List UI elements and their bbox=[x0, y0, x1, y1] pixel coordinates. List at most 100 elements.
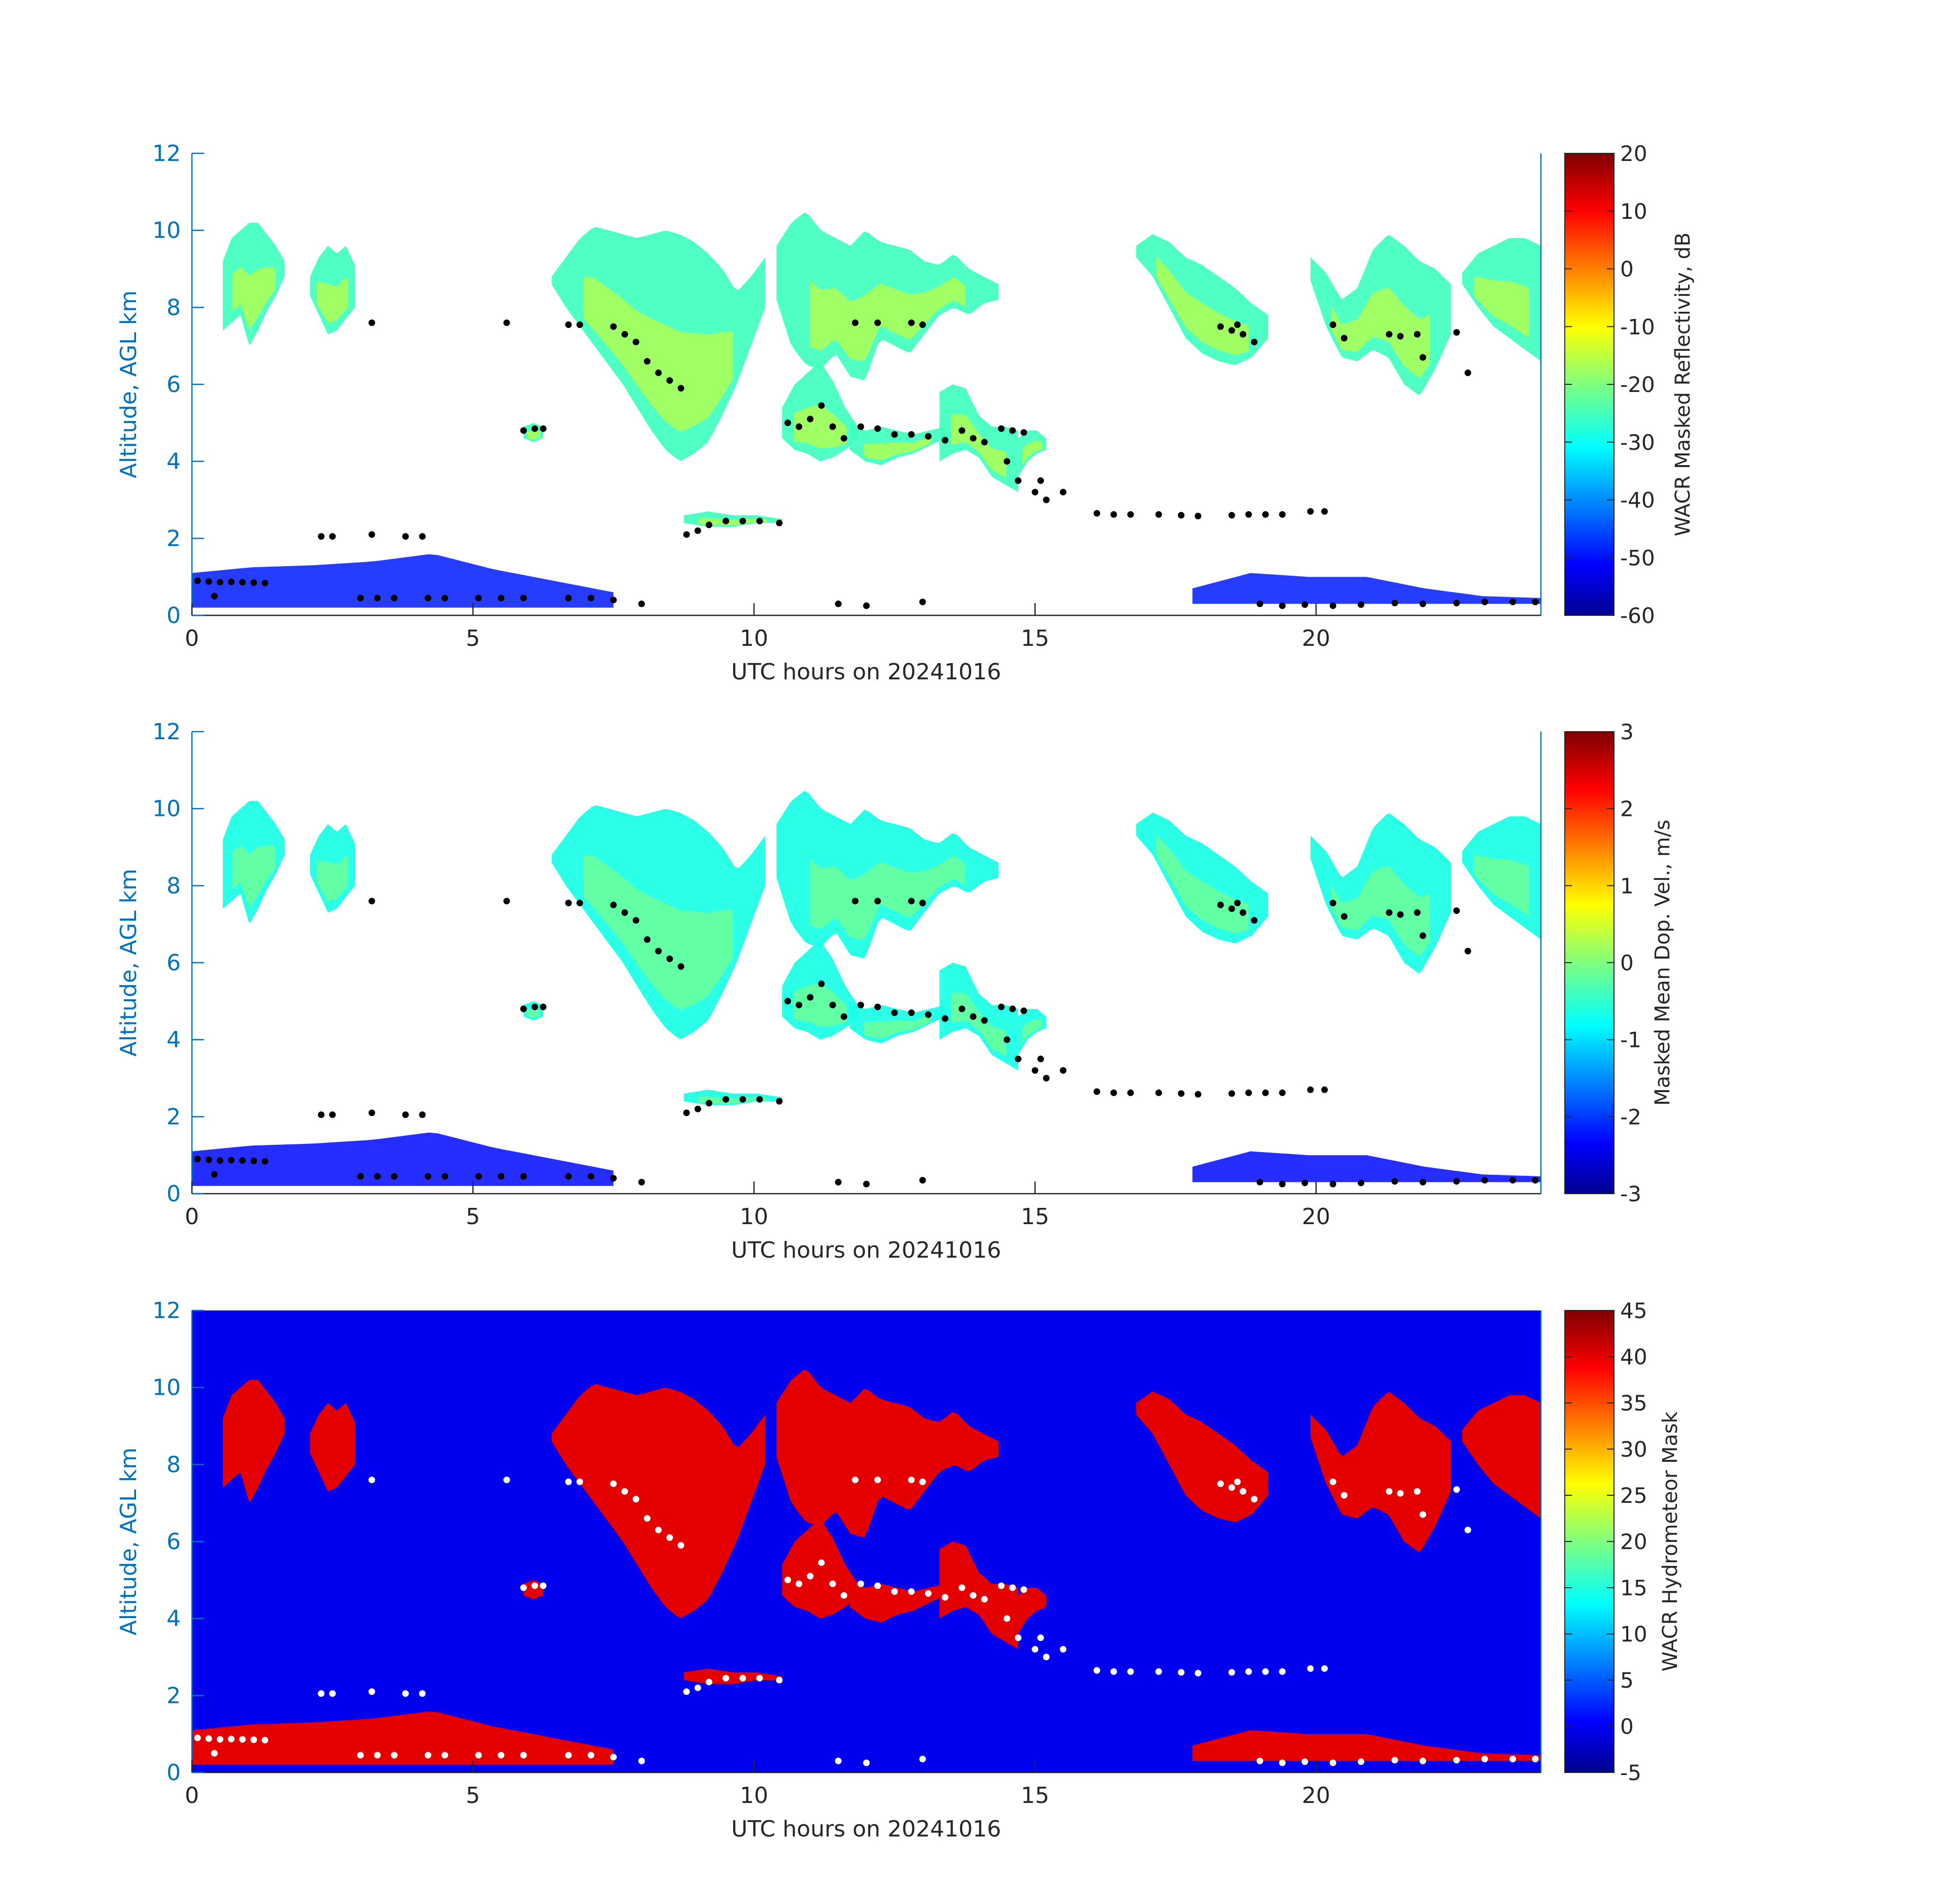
cloud-base-point bbox=[970, 1592, 977, 1599]
cloud-base-point bbox=[683, 1688, 690, 1695]
cloud-base-point bbox=[1279, 602, 1286, 609]
y-tick-label: 10 bbox=[152, 218, 181, 244]
cloud-base-point bbox=[1228, 512, 1235, 519]
cloud-base-point bbox=[1532, 1756, 1539, 1762]
cloud-base-point bbox=[1178, 1669, 1184, 1676]
cloud-base-point bbox=[205, 1156, 212, 1163]
cloud-base-point bbox=[1420, 1757, 1426, 1764]
colorbar-tick-label: 2 bbox=[1620, 797, 1634, 822]
cloud-base-point bbox=[205, 578, 212, 585]
cloud-base-point bbox=[739, 1096, 746, 1103]
y-tick-label: 6 bbox=[167, 372, 181, 398]
cloud-base-point bbox=[1453, 600, 1460, 607]
cloud-base-point bbox=[857, 423, 864, 430]
cloud-base-point bbox=[677, 385, 684, 392]
cloud-base-point bbox=[576, 1479, 583, 1485]
cloud-base-point bbox=[1420, 354, 1426, 361]
cloud-base-point bbox=[1329, 321, 1336, 328]
cloud-base-point bbox=[1279, 1759, 1286, 1766]
cloud-base-point bbox=[1279, 511, 1286, 518]
cloud-echo bbox=[310, 1403, 355, 1491]
cloud-base-point bbox=[475, 1752, 482, 1759]
cloud-base-point bbox=[587, 595, 595, 602]
cloud-base-point bbox=[610, 1480, 617, 1487]
cloud-base-point bbox=[1453, 907, 1460, 914]
cloud-base-point bbox=[1481, 599, 1488, 605]
colorbar-ticks: 20 10 0 -10 -20 -30 -40 -50 -60 bbox=[1565, 141, 1655, 628]
cloud-base-point bbox=[683, 531, 690, 538]
cloud-base-point bbox=[998, 1003, 1005, 1010]
cloud-base-point bbox=[1321, 508, 1328, 515]
cloud-base-point bbox=[1250, 339, 1258, 346]
cloud-base-point bbox=[1234, 1479, 1241, 1485]
colorbar-reflectivity bbox=[1564, 153, 1615, 616]
cloud-base-point bbox=[829, 1001, 836, 1008]
cloud-base-point bbox=[1228, 327, 1235, 334]
cloud-base-point bbox=[1329, 1180, 1336, 1188]
cloud-base-point bbox=[857, 1001, 864, 1008]
cloud-base-point bbox=[638, 600, 645, 607]
cloud-echo bbox=[1310, 1392, 1451, 1553]
cloud-base-point bbox=[1037, 477, 1044, 484]
cloud-base-point bbox=[835, 600, 842, 607]
cloud-base-point bbox=[756, 517, 763, 524]
cloud-base-point bbox=[1228, 1484, 1235, 1491]
cloud-base-point bbox=[1228, 1090, 1235, 1097]
cloud-base-point bbox=[1279, 1089, 1286, 1096]
cloud-base-point bbox=[1060, 1067, 1067, 1074]
cloud-base-point bbox=[1178, 1090, 1184, 1097]
low-cloud-echo bbox=[192, 1711, 614, 1765]
cloud-base-point bbox=[565, 1752, 572, 1759]
cloud-base-point bbox=[784, 1577, 791, 1584]
cloud-base-point bbox=[1178, 512, 1184, 519]
cloud-base-point bbox=[1239, 331, 1246, 338]
cloud-base-point bbox=[835, 1178, 842, 1186]
colorbar-tick-label: 30 bbox=[1620, 1437, 1647, 1462]
cloud-base-point bbox=[1321, 1665, 1328, 1672]
cloud-base-point bbox=[250, 1158, 257, 1164]
low-cloud-echo bbox=[1192, 1151, 1541, 1183]
x-tick-label: 15 bbox=[1021, 626, 1049, 651]
x-tick-label: 5 bbox=[466, 1783, 480, 1809]
cloud-base-point bbox=[1262, 511, 1269, 518]
cloud-base-point bbox=[1509, 1756, 1517, 1762]
cloud-base-point bbox=[228, 578, 235, 585]
y-tick-label: 0 bbox=[167, 1181, 181, 1207]
cloud-echo-core bbox=[1474, 276, 1529, 338]
cloud-base-point bbox=[329, 1111, 336, 1118]
cloud-base-point bbox=[1341, 335, 1347, 342]
cloud-base-point bbox=[250, 1736, 257, 1743]
cloud-base-point bbox=[1358, 601, 1365, 608]
cloud-base-point bbox=[874, 425, 881, 432]
cloud-base-point bbox=[706, 1679, 712, 1686]
cloud-base-point bbox=[644, 936, 651, 943]
cloud-base-point bbox=[1043, 1654, 1050, 1660]
cloud-base-point bbox=[756, 1675, 763, 1682]
cloud-base-point bbox=[1262, 1668, 1269, 1675]
cloud-base-point bbox=[1509, 1177, 1517, 1184]
cloud-base-point bbox=[391, 595, 398, 602]
cloud-base-point bbox=[520, 1173, 527, 1180]
cloud-base-point bbox=[1262, 1089, 1269, 1096]
y-tick-label: 4 bbox=[167, 1027, 181, 1053]
x-tick-label: 15 bbox=[1021, 1783, 1049, 1809]
cloud-echo-core bbox=[864, 1015, 931, 1039]
cloud-base-point bbox=[1043, 497, 1050, 503]
cloud-base-point bbox=[610, 901, 617, 908]
cloud-base-point bbox=[1009, 427, 1016, 434]
cloud-base-point bbox=[1217, 323, 1224, 330]
cloud-base-point bbox=[694, 1105, 701, 1112]
cloud-base-point bbox=[441, 1173, 448, 1180]
cloud-base-point bbox=[655, 1526, 662, 1533]
cloud-base-point bbox=[784, 998, 791, 1005]
y-axis-label: Altitude, AGL km bbox=[116, 290, 142, 478]
cloud-base-point bbox=[1453, 1178, 1460, 1185]
x-tick-label: 5 bbox=[466, 1204, 480, 1230]
cloud-base-points bbox=[194, 319, 1539, 609]
y-tick-label: 2 bbox=[167, 1104, 181, 1130]
low-cloud-echo bbox=[1192, 573, 1541, 604]
cloud-echo-layer bbox=[192, 791, 1541, 1186]
cloud-base-point bbox=[1245, 511, 1252, 518]
cloud-base-point bbox=[1021, 1586, 1027, 1593]
cloud-base-point bbox=[840, 1592, 847, 1599]
